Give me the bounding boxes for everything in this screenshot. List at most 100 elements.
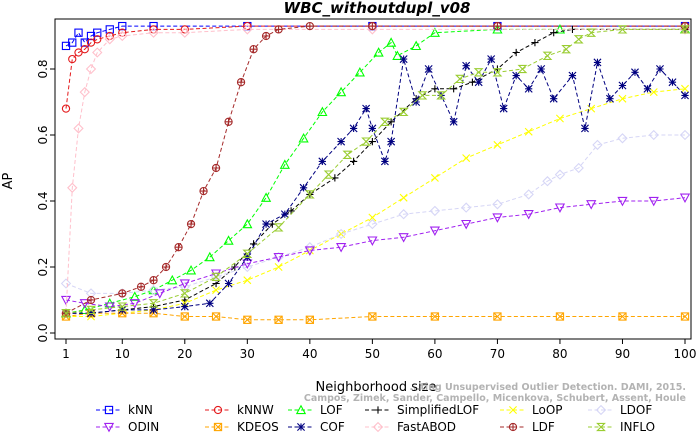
kdeos-point	[274, 315, 283, 324]
odin-point	[492, 213, 503, 223]
legend-marker	[103, 422, 115, 433]
cof-point	[681, 91, 689, 100]
kdeos-point	[368, 312, 377, 321]
series-ldf	[61, 21, 690, 318]
inflo-point	[179, 289, 190, 298]
lof-point	[373, 47, 384, 57]
legend-marker	[104, 405, 114, 415]
inflo-point	[304, 190, 315, 199]
knnw-point	[180, 25, 189, 34]
ldof-point	[242, 261, 253, 273]
inflo-point	[117, 302, 128, 311]
kdeos-line	[65, 312, 685, 321]
lof-point	[335, 86, 347, 97]
fastabod-point	[67, 182, 78, 193]
y-axis-label: AP	[1, 172, 16, 189]
kdeos-point	[680, 312, 690, 321]
ldf-point	[136, 282, 146, 291]
simplifiedlof-point	[350, 157, 358, 165]
ldof-point	[335, 228, 347, 240]
kdeos-point	[211, 312, 221, 321]
y-tick-label: 0.0	[36, 323, 50, 342]
watermark-line: Campos, Zimek, Sander, Campello, Micenko…	[304, 393, 686, 404]
odin-point	[617, 196, 628, 207]
inflo-point	[361, 137, 372, 146]
odin-point	[554, 203, 566, 213]
loop-point	[524, 127, 533, 136]
ldof-point	[429, 205, 441, 217]
series-inflo	[61, 25, 690, 318]
series-kdeos	[61, 309, 690, 324]
lof-point	[298, 132, 309, 143]
inflo-point	[492, 68, 503, 77]
knnw-line	[65, 25, 685, 109]
odin-point	[335, 243, 347, 253]
legend-item-inflo: INFLO	[588, 420, 655, 434]
x-tick-label: 60	[427, 347, 442, 361]
cof-point	[537, 65, 546, 73]
legend-item-loop: LoOP	[500, 403, 563, 417]
cof-point	[412, 98, 421, 106]
lof-point	[386, 37, 397, 47]
y-tick-label: 0.4	[36, 191, 50, 210]
cof-point	[524, 84, 533, 93]
inflo-point	[542, 51, 553, 60]
cof-point	[568, 71, 577, 80]
legend-label: kNNW	[237, 403, 274, 417]
odin-point	[523, 210, 534, 220]
legend-label: COF	[320, 420, 345, 434]
odin-point	[304, 246, 315, 256]
inflo-point	[617, 25, 628, 34]
simplifiedlof-point	[368, 138, 376, 146]
cof-point	[605, 94, 614, 103]
inflo-point	[680, 25, 690, 34]
odin-point	[367, 236, 378, 246]
lof-point	[392, 50, 403, 60]
legend-label: FastABOD	[397, 420, 456, 434]
ldof-point	[367, 218, 378, 230]
x-tick-label: 30	[240, 347, 255, 361]
loop-point	[681, 84, 689, 93]
kdeos-point	[618, 312, 627, 321]
inflo-point	[211, 272, 221, 282]
knn-point	[80, 38, 89, 47]
fastabod-point	[117, 30, 128, 42]
ldof-point	[60, 278, 72, 289]
fastabod-point	[92, 47, 103, 58]
inflo-point	[323, 170, 334, 179]
simplifiedlof-line	[66, 28, 685, 314]
knnw-point	[86, 38, 96, 47]
inflo-line	[65, 28, 685, 314]
knnw-point	[80, 45, 89, 54]
legend-label: ODIN	[128, 420, 159, 434]
ldof-point	[648, 129, 659, 141]
knnw-point	[74, 48, 83, 57]
watermark-line: ...ting Unsupervised Outlier Detection. …	[410, 382, 686, 393]
lof-point	[204, 251, 215, 262]
knnw-point	[93, 35, 102, 44]
ldof-point	[523, 189, 534, 200]
ldof-point	[573, 162, 584, 174]
cof-point	[280, 210, 289, 219]
x-tick-label: 90	[615, 347, 630, 361]
lof-point	[185, 264, 197, 275]
knn-point	[118, 21, 127, 31]
legend-marker	[213, 422, 223, 432]
loop-point	[649, 88, 658, 97]
cof-point	[656, 65, 664, 73]
simplifiedlof-point	[181, 296, 189, 304]
lof-line	[65, 28, 685, 314]
loop-point	[243, 276, 252, 285]
kdeos-point	[243, 315, 252, 324]
lof-point	[242, 218, 253, 229]
cof-point	[349, 124, 358, 133]
inflo-point	[398, 107, 409, 117]
knnw-point	[61, 104, 71, 113]
odin-point	[60, 295, 72, 306]
cof-point	[462, 61, 471, 70]
cof-point	[630, 68, 639, 77]
legend-item-ldof: LDOF	[588, 403, 652, 417]
legend-item-knnw: kNNW	[205, 403, 274, 417]
loop-point	[493, 140, 502, 149]
fastabod-point	[104, 34, 115, 45]
